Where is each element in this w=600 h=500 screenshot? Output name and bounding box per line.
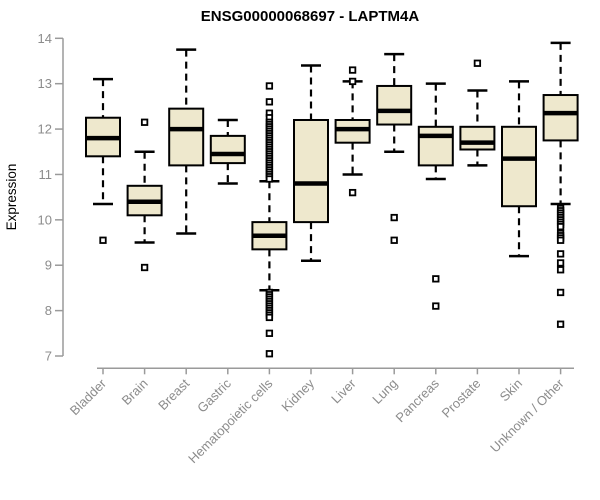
- iqr-box: [293, 118, 329, 224]
- box-kidney: [293, 64, 329, 262]
- x-category-label: Brain: [119, 376, 151, 408]
- box-bladder: [85, 77, 121, 244]
- x-category-label: Skin: [497, 376, 525, 404]
- box-gastric: [209, 118, 246, 185]
- outlier-point: [556, 223, 565, 231]
- iqr-box: [501, 125, 537, 208]
- box-liver: [334, 66, 371, 197]
- y-tick-label: 11: [39, 167, 53, 182]
- box-skin: [501, 80, 537, 258]
- outlier-point: [140, 118, 149, 126]
- box-brain: [126, 118, 163, 272]
- iqr-box: [334, 118, 371, 144]
- outlier-point: [265, 313, 274, 322]
- outlier-point: [348, 188, 357, 197]
- x-category-label: Kidney: [278, 375, 317, 414]
- iqr-box: [168, 107, 205, 167]
- y-axis-title: Expression: [4, 164, 19, 231]
- x-category-label: Breast: [155, 376, 192, 413]
- box-hematopoietic-cells: [251, 82, 288, 358]
- x-category-label: Prostate: [439, 376, 484, 421]
- box-lung: [376, 52, 413, 244]
- y-tick-label: 7: [45, 349, 52, 364]
- box-unknown-other: [542, 41, 579, 328]
- x-category-label: Gastric: [194, 375, 234, 415]
- box-pancreas: [417, 82, 454, 310]
- y-tick-label: 12: [38, 122, 52, 137]
- box-breast: [168, 48, 205, 235]
- y-tick-label: 10: [38, 212, 52, 227]
- x-category-label: Unknown / Other: [487, 375, 567, 455]
- y-tick-label: 13: [38, 76, 52, 91]
- outlier-point: [265, 329, 274, 337]
- iqr-box: [376, 84, 413, 126]
- x-category-label: Bladder: [67, 375, 110, 418]
- outlier-point: [556, 236, 565, 244]
- iqr-box: [209, 134, 246, 165]
- outlier-point: [556, 259, 565, 267]
- outlier-point: [99, 236, 107, 244]
- outlier-point: [556, 266, 565, 274]
- outlier-point: [556, 288, 565, 297]
- outlier-point: [473, 59, 482, 67]
- outlier-point: [432, 275, 440, 283]
- iqr-box: [417, 125, 454, 167]
- outlier-point: [556, 250, 565, 258]
- x-category-label: Lung: [369, 376, 400, 407]
- y-tick-label: 8: [45, 303, 52, 318]
- outlier-point: [390, 236, 398, 244]
- outlier-point: [140, 263, 149, 272]
- x-category-label: Liver: [328, 375, 359, 406]
- outlier-point: [265, 175, 274, 183]
- y-tick-label: 9: [45, 258, 52, 273]
- y-tick-label: 14: [38, 31, 52, 46]
- outlier-point: [556, 320, 565, 328]
- chart-title: ENSG00000068697 - LAPTM4A: [201, 8, 420, 25]
- outlier-point: [390, 213, 398, 222]
- box-prostate: [459, 59, 496, 167]
- outlier-point: [348, 66, 357, 74]
- x-category-label: Pancreas: [392, 375, 442, 425]
- outlier-point: [265, 98, 274, 106]
- outlier-point: [432, 302, 440, 310]
- outlier-point: [265, 82, 274, 90]
- y-axis: 14 13 12 11 10 9 8 7: [38, 31, 64, 364]
- outlier-point: [265, 350, 274, 358]
- outlier-point: [348, 77, 357, 86]
- iqr-box: [459, 125, 496, 151]
- iqr-box: [542, 94, 579, 142]
